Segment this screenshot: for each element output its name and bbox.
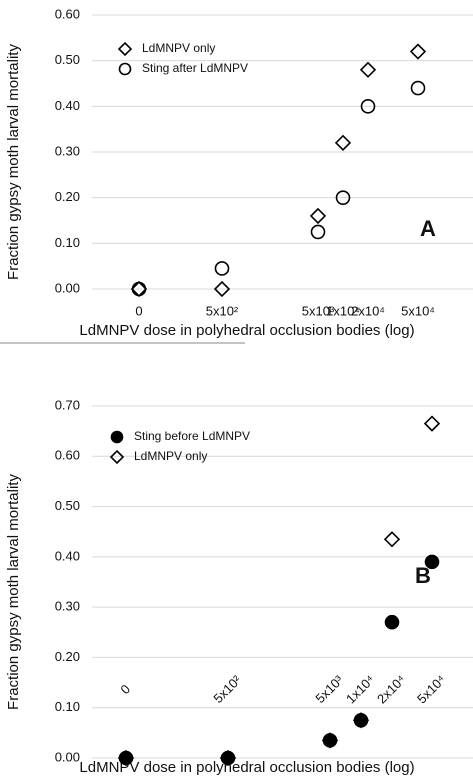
y-tick-label: 0.10 — [55, 699, 80, 714]
x-tick-label: 5x10⁴ — [401, 303, 435, 318]
point — [423, 415, 441, 432]
y-tick-label: 0.40 — [55, 98, 80, 113]
legend-label: LdMNPV only — [142, 41, 215, 55]
point — [335, 190, 351, 205]
point — [219, 749, 237, 767]
point — [321, 732, 339, 749]
legend-label: Sting after LdMNPV — [142, 61, 248, 75]
y-tick-label: 0.20 — [55, 189, 80, 204]
y-tick-label: 0.10 — [55, 235, 80, 250]
y-tick-label: 0.00 — [55, 749, 80, 764]
point — [309, 207, 327, 225]
legend-marker — [117, 41, 133, 57]
legend-marker — [110, 430, 124, 444]
y-tick-label: 0.70 — [55, 397, 80, 412]
y-tick-label: 0.50 — [55, 52, 80, 67]
point — [334, 134, 352, 151]
legend-marker — [109, 449, 125, 465]
point — [384, 614, 400, 630]
point — [131, 281, 147, 297]
y-axis-title: Fraction gypsy moth larval mortality — [5, 474, 22, 710]
point — [352, 712, 370, 729]
x-tick-label: 5x10² — [206, 303, 239, 318]
legend-label: Sting before LdMNPV — [134, 429, 250, 443]
point — [213, 280, 231, 298]
panel-label: A — [420, 216, 436, 241]
y-tick-label: 0.20 — [55, 649, 80, 664]
x-tick-label: 0 — [135, 303, 142, 318]
point — [359, 61, 377, 78]
x-axis-title: LdMNPV dose in polyhedral occlusion bodi… — [79, 759, 414, 776]
y-tick-label: 0.50 — [55, 498, 80, 513]
x-axis-title: LdMNPV dose in polyhedral occlusion bodi… — [79, 322, 414, 339]
y-tick-label: 0.60 — [55, 448, 80, 463]
point — [117, 749, 135, 767]
point — [383, 531, 401, 548]
point — [360, 99, 376, 114]
y-tick-label: 0.30 — [55, 143, 80, 158]
y-tick-label: 0.60 — [55, 6, 80, 21]
x-tick-label: 5x10³ — [302, 303, 335, 318]
x-tick-label: 1x10⁴ — [326, 303, 360, 318]
point — [409, 43, 427, 60]
point — [424, 554, 440, 570]
panel-label: B — [415, 563, 431, 588]
legend-label: LdMNPV only — [134, 449, 207, 463]
point — [310, 224, 326, 240]
y-axis-title: Fraction gypsy moth larval mortality — [5, 44, 22, 280]
y-tick-label: 0.00 — [55, 280, 80, 295]
y-tick-label: 0.30 — [55, 599, 80, 614]
x-tick-label: 2x10⁴ — [351, 303, 385, 318]
y-tick-label: 0.40 — [55, 548, 80, 563]
point — [410, 80, 426, 96]
point — [214, 261, 230, 276]
legend-marker — [118, 62, 132, 76]
